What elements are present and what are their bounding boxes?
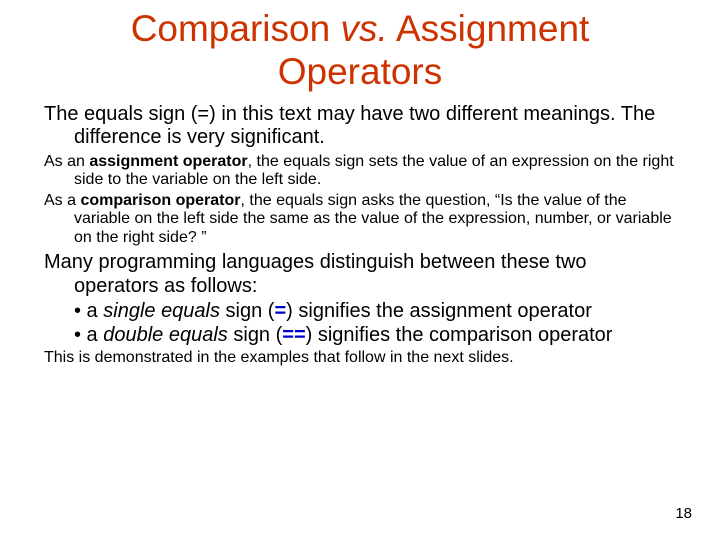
title-word1: Comparison bbox=[131, 8, 330, 49]
text-pre: As a bbox=[44, 192, 80, 209]
intro-paragraph: The equals sign (=) in this text may hav… bbox=[44, 103, 676, 149]
bullet-pre: • a bbox=[74, 324, 103, 346]
double-equals-symbol: == bbox=[282, 324, 305, 346]
equals-symbol: = bbox=[274, 300, 286, 322]
bullet-post: ) signifies the assignment operator bbox=[286, 300, 592, 322]
title-word3: Operators bbox=[278, 51, 443, 92]
bullet-pre: • a bbox=[74, 300, 103, 322]
title-vs: vs. bbox=[340, 8, 387, 49]
comparison-paragraph: As a comparison operator, the equals sig… bbox=[44, 192, 676, 247]
comparison-operator-term: comparison operator bbox=[80, 192, 240, 209]
bullet-mid: sign ( bbox=[220, 300, 274, 322]
title-word2: Assignment bbox=[396, 8, 589, 49]
bullet-mid: sign ( bbox=[228, 324, 282, 346]
assignment-operator-term: assignment operator bbox=[89, 153, 247, 170]
double-equals-term: double equals bbox=[103, 324, 228, 346]
closing-paragraph: This is demonstrated in the examples tha… bbox=[44, 349, 676, 367]
bullet-post: ) signifies the comparison operator bbox=[306, 324, 613, 346]
page-number: 18 bbox=[675, 505, 692, 522]
bullet-double-equals: • a double equals sign (==) signifies th… bbox=[44, 324, 676, 348]
single-equals-term: single equals bbox=[103, 300, 220, 322]
slide-title: Comparison vs. Assignment Operators bbox=[44, 8, 676, 93]
assignment-paragraph: As an assignment operator, the equals si… bbox=[44, 153, 676, 190]
text-pre: As an bbox=[44, 153, 89, 170]
bullet-single-equals: • a single equals sign (=) signifies the… bbox=[44, 300, 676, 324]
distinguish-paragraph: Many programming languages distinguish b… bbox=[44, 251, 676, 298]
